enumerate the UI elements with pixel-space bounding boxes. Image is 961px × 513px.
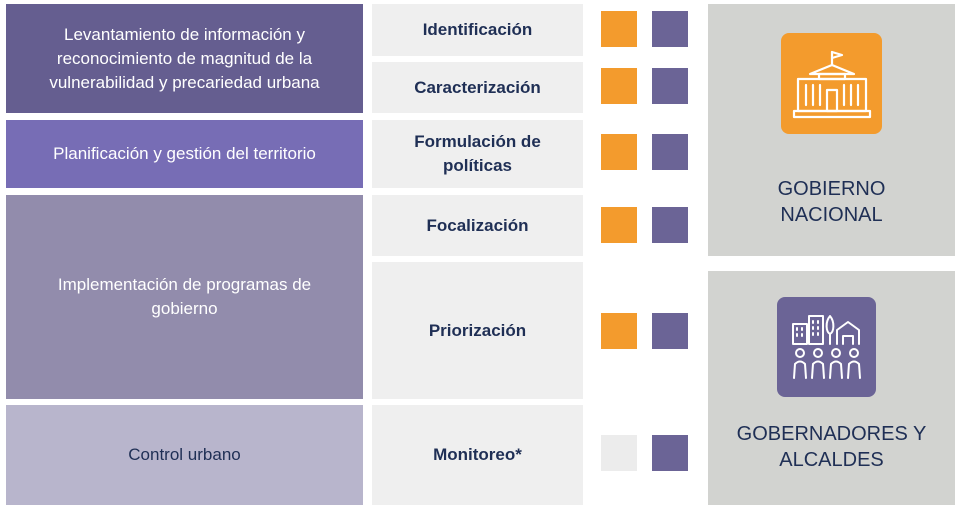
stage-caracterizacion: Caracterización (372, 62, 583, 113)
panel-gobernadores-alcaldes: GOBERNADORES Y ALCALDES (708, 271, 955, 505)
category-control-urbano: Control urbano (6, 405, 363, 505)
local-marker (652, 134, 688, 170)
category-planificacion: Planificación y gestión del territorio (6, 120, 363, 188)
local-marker (652, 207, 688, 243)
nacional-marker (601, 134, 637, 170)
nacional-marker (601, 68, 637, 104)
nacional-marker (601, 435, 637, 471)
stage-label: Identificación (422, 20, 533, 39)
stage-priorizacion: Priorización (372, 262, 583, 399)
stage-label: Formulación de políticas (414, 132, 541, 175)
nacional-marker (601, 207, 637, 243)
stage-formulacion: Formulación de políticas (372, 120, 583, 188)
category-implementacion: Implementación de programas de gobierno (6, 195, 363, 399)
panel-gobierno-nacional: GOBIERNO NACIONAL (708, 4, 955, 256)
local-marker (652, 313, 688, 349)
stage-identificacion: Identificación (372, 4, 583, 56)
local-marker (652, 68, 688, 104)
stage-monitoreo: Monitoreo* (372, 405, 583, 505)
stage-label: Focalización (426, 215, 529, 235)
nacional-marker (601, 313, 637, 349)
icon-box-nacional (781, 33, 882, 134)
actor-label: GOBERNADORES Y ALCALDES (736, 423, 927, 471)
stage-label: Monitoreo* (433, 445, 522, 464)
actor-label: GOBIERNO NACIONAL (777, 178, 886, 226)
icon-box-local (777, 297, 876, 397)
stage-label: Priorización (428, 320, 527, 340)
nacional-marker (601, 11, 637, 47)
category-levantamiento: Levantamiento de información y reconocim… (6, 4, 363, 113)
local-marker (652, 435, 688, 471)
local-marker (652, 11, 688, 47)
category-label: Levantamiento de información y reconocim… (49, 24, 320, 92)
category-label: Implementación de programas de gobierno (57, 275, 312, 318)
city-people-icon (791, 315, 861, 379)
stage-focalizacion: Focalización (372, 195, 583, 256)
category-label: Control urbano (128, 445, 241, 464)
category-label: Planificación y gestión del territorio (53, 144, 316, 163)
government-building-icon (792, 50, 871, 118)
stage-label: Caracterización (414, 77, 541, 97)
